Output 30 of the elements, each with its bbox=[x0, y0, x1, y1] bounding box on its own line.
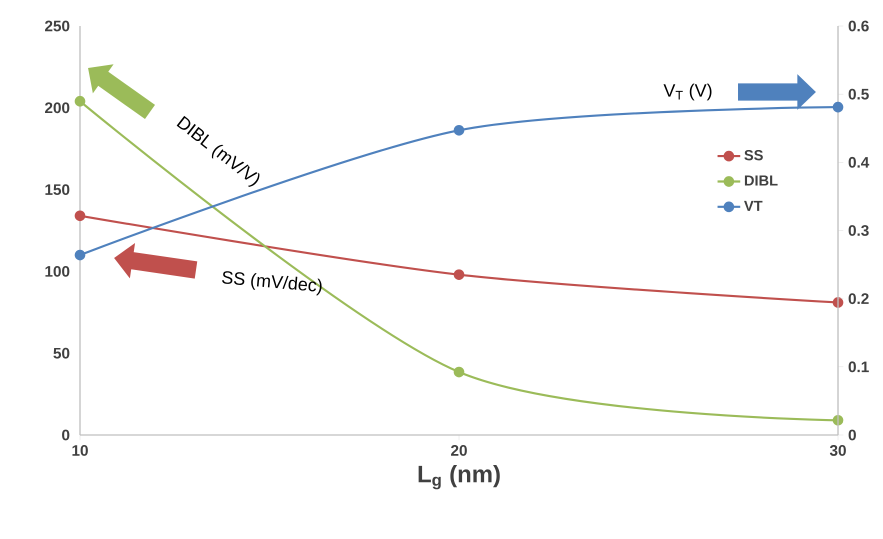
annotation: SS (mV/dec) bbox=[222, 271, 322, 296]
y-tick-label: 250 bbox=[45, 20, 70, 32]
legend-label: VT bbox=[744, 200, 762, 211]
point bbox=[832, 414, 844, 426]
legend-label: DIBL bbox=[744, 175, 778, 186]
y-tick-label: 100 bbox=[45, 266, 70, 277]
y-tick-label: 200 bbox=[45, 102, 70, 114]
y2-tick-label: 0.3 bbox=[848, 225, 869, 236]
y-tick-label: 0 bbox=[62, 430, 70, 440]
point bbox=[74, 96, 86, 107]
y-tick-label: 50 bbox=[53, 348, 70, 359]
x-tick-label: 20 bbox=[451, 445, 467, 456]
y2-tick-label: 0.1 bbox=[848, 361, 869, 372]
x-axis-title: L$_{g}$ (nm) bbox=[418, 464, 500, 490]
point bbox=[74, 210, 86, 222]
point bbox=[454, 269, 464, 280]
point bbox=[832, 102, 844, 112]
legend-label: SS bbox=[744, 150, 763, 160]
x-tick-label: 10 bbox=[72, 445, 88, 456]
y2-tick-label: 0 bbox=[848, 430, 856, 440]
annotation: V$_{T}$ (V) bbox=[664, 84, 712, 100]
y2-tick-label: 0.5 bbox=[848, 88, 869, 100]
y-tick-label: 150 bbox=[45, 184, 70, 195]
point bbox=[454, 366, 464, 378]
point bbox=[74, 250, 86, 260]
y2-tick-label: 0.6 bbox=[848, 20, 869, 32]
x-tick-label: 30 bbox=[830, 445, 846, 456]
y2-tick-label: 0.2 bbox=[848, 293, 869, 304]
y2-tick-label: 0.4 bbox=[848, 156, 870, 168]
point bbox=[454, 124, 464, 136]
